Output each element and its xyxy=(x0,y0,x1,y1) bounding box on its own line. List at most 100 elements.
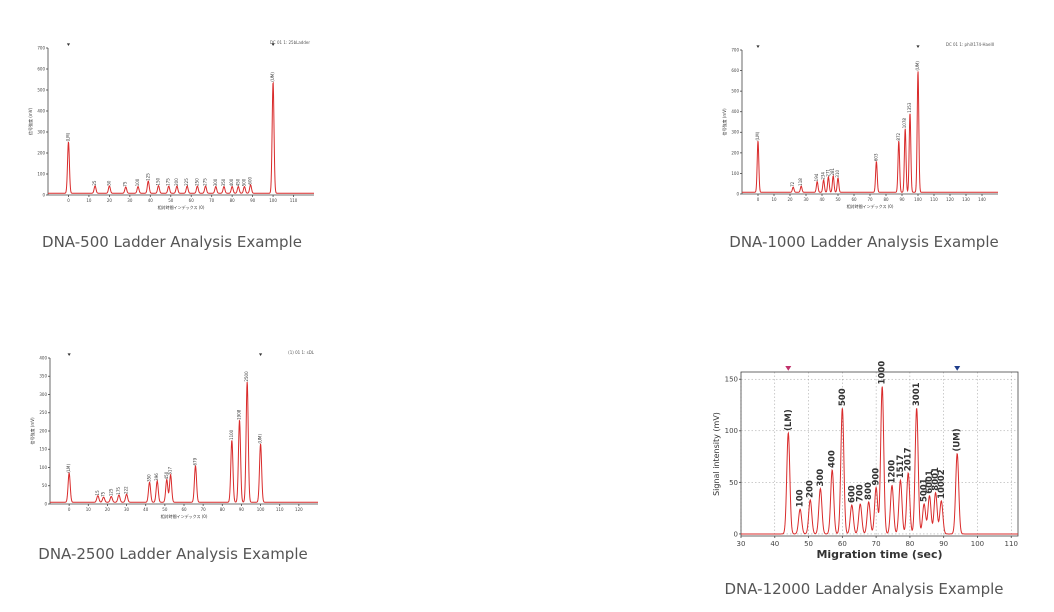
dna2500-trace-line xyxy=(50,381,318,503)
dna12000-x-tick-label: 50 xyxy=(804,540,813,548)
dna2500-peak-label: 1100 xyxy=(229,429,234,440)
dna1000-peak-label: 72 xyxy=(790,181,795,187)
dna2500-peak-label: (UM) xyxy=(258,434,263,444)
dna2500-peak-label: 450 xyxy=(164,471,169,479)
dna500-y-tick-label: 600 xyxy=(37,66,45,71)
dna12000-peak-label: 800 xyxy=(864,482,874,500)
chart-dna-1000: 0 10 20 30 40 50 60 70 80 90 100 110 120 130 140 0 100 20… xyxy=(708,36,1008,216)
dna1000-peak-label: 872 xyxy=(896,132,901,140)
dna2500-x-tick-label: 60 xyxy=(181,507,187,512)
dna1000-y-tick-label: 500 xyxy=(731,89,739,94)
dna1000-x-tick-label: 120 xyxy=(946,197,954,202)
dna500-peak-label: 150 xyxy=(155,177,160,185)
dna1000-y-tick-label: 700 xyxy=(731,47,739,52)
dna500-header-text: DC 01 1: 25bLadder xyxy=(270,40,311,45)
dna1000-x-tick-label: 110 xyxy=(930,197,938,202)
dna2500-x-tick-label: 90 xyxy=(239,507,245,512)
caption-dna-12000: DNA-12000 Ladder Analysis Example xyxy=(724,580,1004,598)
dna12000-plot-frame xyxy=(740,371,1019,537)
dna500-peak-label: 400 xyxy=(229,178,234,186)
chart-dna-12000: 30 40 50 60 70 80 90 100 110 0 50 100 150 Migration t… xyxy=(708,358,1038,568)
dna2500-x-tick-label: 10 xyxy=(86,507,92,512)
dna12000-peak-label: 600 xyxy=(847,485,857,503)
dna12000-peak-label: 1000 xyxy=(878,361,888,385)
caption-dna-2500: DNA-2500 Ladder Analysis Example xyxy=(38,545,308,563)
dna500-peak-label: (LM) xyxy=(65,132,70,141)
dna12000-x-axis-label: Migration time (sec) xyxy=(816,548,942,561)
dna12000-peak-label: 1200 xyxy=(887,460,897,484)
dna500-x-tick-label: 20 xyxy=(107,198,113,203)
dna12000-peak-label: (LM) xyxy=(784,409,794,431)
dna1000-trace-line xyxy=(742,71,998,193)
dna2500-x-tick-label: 0 xyxy=(68,507,71,512)
dna2500-y-tick-label: 50 xyxy=(42,483,48,488)
dna12000-peak-label: 200 xyxy=(806,480,816,498)
dna12000-peak-label: 3001 xyxy=(912,382,922,406)
dna2500-peak-label: 15 xyxy=(95,490,100,496)
dna12000-y-tick-label: 50 xyxy=(729,479,738,487)
chart-dna-500-svg: 0 10 20 30 40 50 60 70 80 90 100 110 0 100 200 300 400 50… xyxy=(27,40,314,210)
chart-dna-2500: 0 10 20 30 40 50 60 70 80 90 100 110 120 0 50 100 150 200… xyxy=(24,346,324,526)
dna2500-peak-label: 2500 xyxy=(244,371,249,382)
dna500-peak-label: 75 xyxy=(123,181,128,187)
dna500-trace-line xyxy=(48,81,314,194)
dna500-x-tick-label: 30 xyxy=(127,198,133,203)
dna1000-x-tick-label: 90 xyxy=(899,197,905,202)
dna500-marker-um xyxy=(271,43,275,46)
caption-dna-500: DNA-500 Ladder Analysis Example xyxy=(42,233,302,251)
dna1000-marker-lm xyxy=(756,45,760,48)
dna12000-x-tick-label: 90 xyxy=(939,540,948,548)
dna12000-peak-label: 2017 xyxy=(904,447,914,471)
dna12000-y-tick-label: 100 xyxy=(725,427,738,435)
dna1000-header-text: DC 01 1: phiX174-HaeIII xyxy=(946,42,994,47)
dna12000-peak-label: 100 xyxy=(796,489,806,507)
dna1000-peak-label: 603 xyxy=(873,153,878,161)
dna12000-peak-label: 8001 xyxy=(931,467,941,491)
dna12000-x-tick-label: 110 xyxy=(1005,540,1018,548)
dna1000-x-axis-label: 相対時間インデックス (0) xyxy=(847,203,894,209)
dna1000-marker-um xyxy=(916,45,920,48)
dna2500-y-tick-label: 100 xyxy=(39,465,47,470)
dna2500-y-axis-label: 信号強度 (mV) xyxy=(29,417,35,444)
dna2500-x-axis-label: 相対時間インデックス (0) xyxy=(161,513,208,519)
dna500-y-tick-label: 300 xyxy=(37,129,45,134)
dna500-peak-label: 225 xyxy=(184,178,189,186)
dna2500-x-tick-label: 80 xyxy=(220,507,226,512)
dna12000-x-tick-label: 100 xyxy=(971,540,984,548)
dna2500-peak-label: 75 xyxy=(101,491,106,497)
dna2500-x-tick-label: 50 xyxy=(162,507,168,512)
dna500-x-tick-label: 90 xyxy=(250,198,256,203)
dna500-peak-label: 600 xyxy=(248,177,253,185)
dna12000-peak-label: 900 xyxy=(872,468,882,486)
dna2500-x-tick-label: 110 xyxy=(276,507,284,512)
dna2500-peak-label: 679 xyxy=(192,457,197,465)
dna500-y-tick-label: 700 xyxy=(37,45,45,50)
dna500-peak-label: 350 xyxy=(221,178,226,186)
dna500-x-tick-label: 40 xyxy=(148,198,154,203)
dna500-peak-label: 500 xyxy=(241,178,246,186)
dna500-y-axis-label: 信号強度 (mV) xyxy=(27,108,33,135)
dna2500-peak-label: 175 xyxy=(116,487,121,495)
dna12000-peak-label: 500 xyxy=(838,388,848,406)
dna500-y-tick-label: 200 xyxy=(37,150,45,155)
chart-dna-2500-svg: 0 10 20 30 40 50 60 70 80 90 100 110 120 0 50 100 150 200… xyxy=(29,350,318,519)
dna1000-y-tick-label: 400 xyxy=(731,109,739,114)
dna2500-y-tick-label: 300 xyxy=(39,392,47,397)
chart-dna-1000-svg: 0 10 20 30 40 50 60 70 80 90 100 110 120 130 140 0 100 20… xyxy=(721,42,998,209)
dna500-x-tick-label: 100 xyxy=(269,198,277,203)
caption-dna-1000: DNA-1000 Ladder Analysis Example xyxy=(729,233,999,251)
dna500-y-tick-label: 500 xyxy=(37,87,45,92)
dna12000-marker-lm xyxy=(785,366,792,371)
dna1000-x-tick-label: 40 xyxy=(819,197,825,202)
dna1000-peak-label: (LM) xyxy=(755,131,760,140)
dna1000-x-tick-label: 80 xyxy=(883,197,889,202)
dna1000-y-tick-label: 200 xyxy=(731,150,739,155)
dna2500-peak-label: 350 xyxy=(147,474,152,482)
dna2500-y-tick-label: 350 xyxy=(39,374,47,379)
dna1000-x-tick-label: 100 xyxy=(914,197,922,202)
dna500-x-tick-label: 10 xyxy=(86,198,92,203)
dna2500-x-tick-label: 20 xyxy=(105,507,111,512)
dna500-peak-label: 300 xyxy=(213,178,218,186)
dna2500-peak-label: (LM) xyxy=(66,464,71,473)
dna2500-y-tick-label: 0 xyxy=(44,501,47,506)
